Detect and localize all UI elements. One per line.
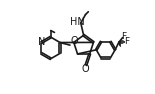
- Text: O: O: [71, 36, 79, 46]
- Text: F: F: [121, 32, 126, 41]
- Text: F: F: [124, 37, 129, 46]
- Text: F: F: [118, 40, 123, 49]
- Text: N: N: [38, 37, 45, 47]
- Text: HN: HN: [70, 17, 84, 27]
- Text: O: O: [81, 64, 89, 74]
